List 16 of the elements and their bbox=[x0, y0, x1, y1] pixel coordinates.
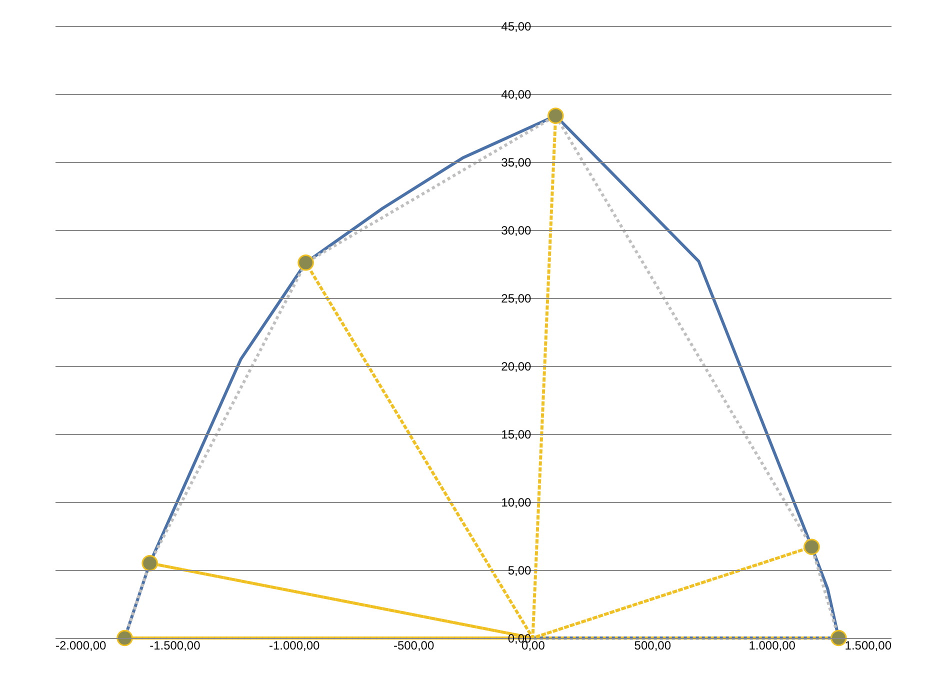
y-tick-label: 20,00 bbox=[501, 360, 532, 374]
y-tick-label: 45,00 bbox=[501, 20, 532, 34]
y-tick-label: 10,00 bbox=[501, 496, 532, 510]
x-tick-label: -1.000,00 bbox=[269, 638, 320, 652]
x-tick-label: 500,00 bbox=[634, 638, 672, 652]
y-tick-label: 5,00 bbox=[508, 564, 532, 578]
x-tick-label: -500,00 bbox=[393, 638, 434, 652]
y-tick-label: 40,00 bbox=[501, 88, 532, 102]
x-tick-label: 1.500,00 bbox=[844, 638, 892, 652]
y-tick-label: 30,00 bbox=[501, 224, 532, 238]
x-tick-label: -1.500,00 bbox=[150, 638, 201, 652]
y-tick-label: 35,00 bbox=[501, 156, 532, 170]
x-tick-label: 1.000,00 bbox=[748, 638, 796, 652]
y-tick-label: 15,00 bbox=[501, 428, 532, 442]
x-tick-label: -2.000,00 bbox=[56, 638, 107, 652]
y-tick-label: 25,00 bbox=[501, 292, 532, 306]
